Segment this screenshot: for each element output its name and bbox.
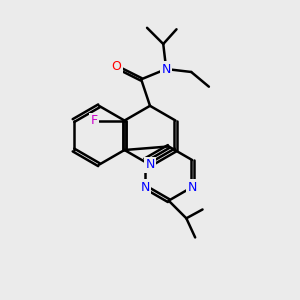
Text: F: F [91, 114, 98, 127]
Text: N: N [188, 181, 197, 194]
Text: N: N [161, 62, 171, 76]
Text: N: N [145, 158, 155, 171]
Text: N: N [140, 181, 150, 194]
Text: O: O [111, 60, 121, 73]
